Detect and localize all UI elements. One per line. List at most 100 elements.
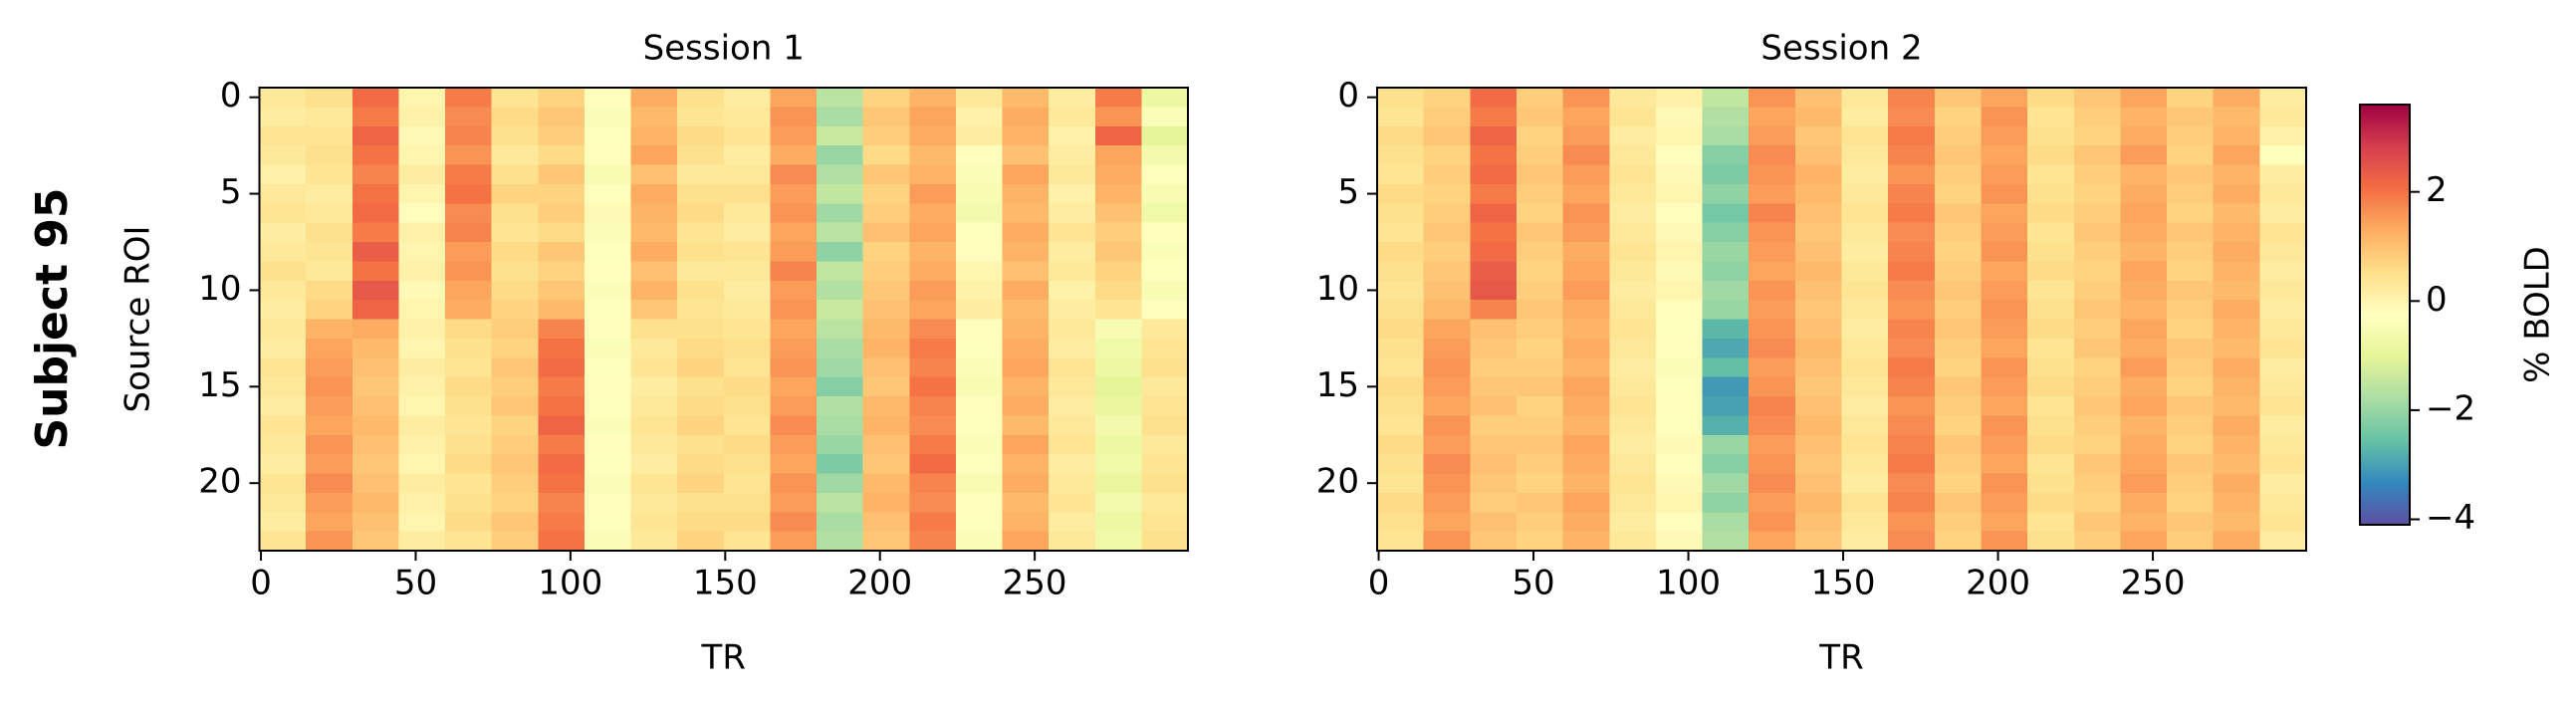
cell xyxy=(1888,88,1936,108)
cell xyxy=(1888,145,1936,165)
cell xyxy=(1841,145,1889,165)
cell xyxy=(955,454,1003,474)
cell xyxy=(1094,280,1142,301)
cell xyxy=(538,415,585,436)
cell xyxy=(2120,473,2168,494)
cell xyxy=(770,242,818,262)
cell xyxy=(398,88,446,108)
cell xyxy=(1516,242,1564,262)
cell xyxy=(491,242,539,262)
cell xyxy=(2167,164,2215,185)
cell xyxy=(2120,88,2168,108)
cell xyxy=(1655,434,1704,455)
cell xyxy=(1002,183,1050,204)
cell xyxy=(445,319,493,340)
cell xyxy=(1002,531,1050,552)
cell xyxy=(1981,125,2028,146)
cell xyxy=(770,164,818,185)
cell xyxy=(1702,376,1750,397)
cell xyxy=(2259,88,2307,108)
cell xyxy=(909,512,957,533)
cell xyxy=(1562,357,1610,378)
cell xyxy=(1702,415,1750,436)
cell xyxy=(1841,164,1889,185)
cell xyxy=(955,145,1003,165)
cell xyxy=(1609,338,1657,358)
cell xyxy=(1702,492,1750,513)
cell xyxy=(862,454,910,474)
cell xyxy=(1888,531,1936,552)
cell xyxy=(1562,434,1610,455)
cell xyxy=(1423,454,1471,474)
x-tick-label: 0 xyxy=(250,564,272,603)
cell xyxy=(1609,531,1657,552)
cell xyxy=(1981,415,2028,436)
cell xyxy=(1094,434,1142,455)
cell xyxy=(2167,300,2215,320)
cell xyxy=(2213,357,2260,378)
cell xyxy=(1516,183,1564,204)
cell xyxy=(584,242,631,262)
cell xyxy=(2027,531,2075,552)
cell xyxy=(584,280,631,301)
cell xyxy=(1749,512,1796,533)
cell xyxy=(1002,434,1050,455)
cell xyxy=(1841,300,1889,320)
cell xyxy=(2120,107,2168,127)
cell xyxy=(2120,512,2168,533)
cell xyxy=(1562,473,1610,494)
cell xyxy=(445,338,493,358)
cell xyxy=(1049,88,1096,108)
cell xyxy=(770,434,818,455)
cell xyxy=(1841,376,1889,397)
cell xyxy=(677,203,725,224)
cell xyxy=(1841,512,1889,533)
cell xyxy=(955,512,1003,533)
cell xyxy=(1934,88,1982,108)
cell xyxy=(1794,338,1842,358)
cell xyxy=(259,531,307,552)
cell xyxy=(398,415,446,436)
cell xyxy=(306,203,353,224)
cell xyxy=(723,357,771,378)
cell xyxy=(1609,454,1657,474)
cell xyxy=(1094,357,1142,378)
cell xyxy=(491,492,539,513)
cell xyxy=(1794,492,1842,513)
cell xyxy=(677,512,725,533)
cell xyxy=(1655,107,1704,127)
cell xyxy=(259,512,307,533)
cell xyxy=(862,242,910,262)
axes-title: Session 1 xyxy=(643,29,805,69)
cell xyxy=(1562,512,1610,533)
cell xyxy=(1562,222,1610,243)
cell xyxy=(817,492,864,513)
cell xyxy=(2213,280,2260,301)
cell xyxy=(445,222,493,243)
cell xyxy=(630,125,678,146)
cell xyxy=(817,125,864,146)
cell xyxy=(909,338,957,358)
cell xyxy=(351,338,399,358)
cell xyxy=(909,107,957,127)
cell xyxy=(398,125,446,146)
cell xyxy=(770,531,818,552)
cell xyxy=(1423,280,1471,301)
cell xyxy=(351,512,399,533)
cell xyxy=(677,300,725,320)
cell xyxy=(1702,125,1750,146)
cell xyxy=(1377,183,1425,204)
cell xyxy=(817,242,864,262)
cell xyxy=(1002,242,1050,262)
cell xyxy=(909,357,957,378)
cell xyxy=(2167,531,2215,552)
x-tick-label: 200 xyxy=(1966,564,2030,603)
cell xyxy=(1470,125,1518,146)
cell xyxy=(2167,376,2215,397)
cell xyxy=(770,280,818,301)
cell xyxy=(1888,242,1936,262)
cell xyxy=(445,88,493,108)
cell xyxy=(2120,454,2168,474)
cell xyxy=(1562,242,1610,262)
cell xyxy=(1609,88,1657,108)
